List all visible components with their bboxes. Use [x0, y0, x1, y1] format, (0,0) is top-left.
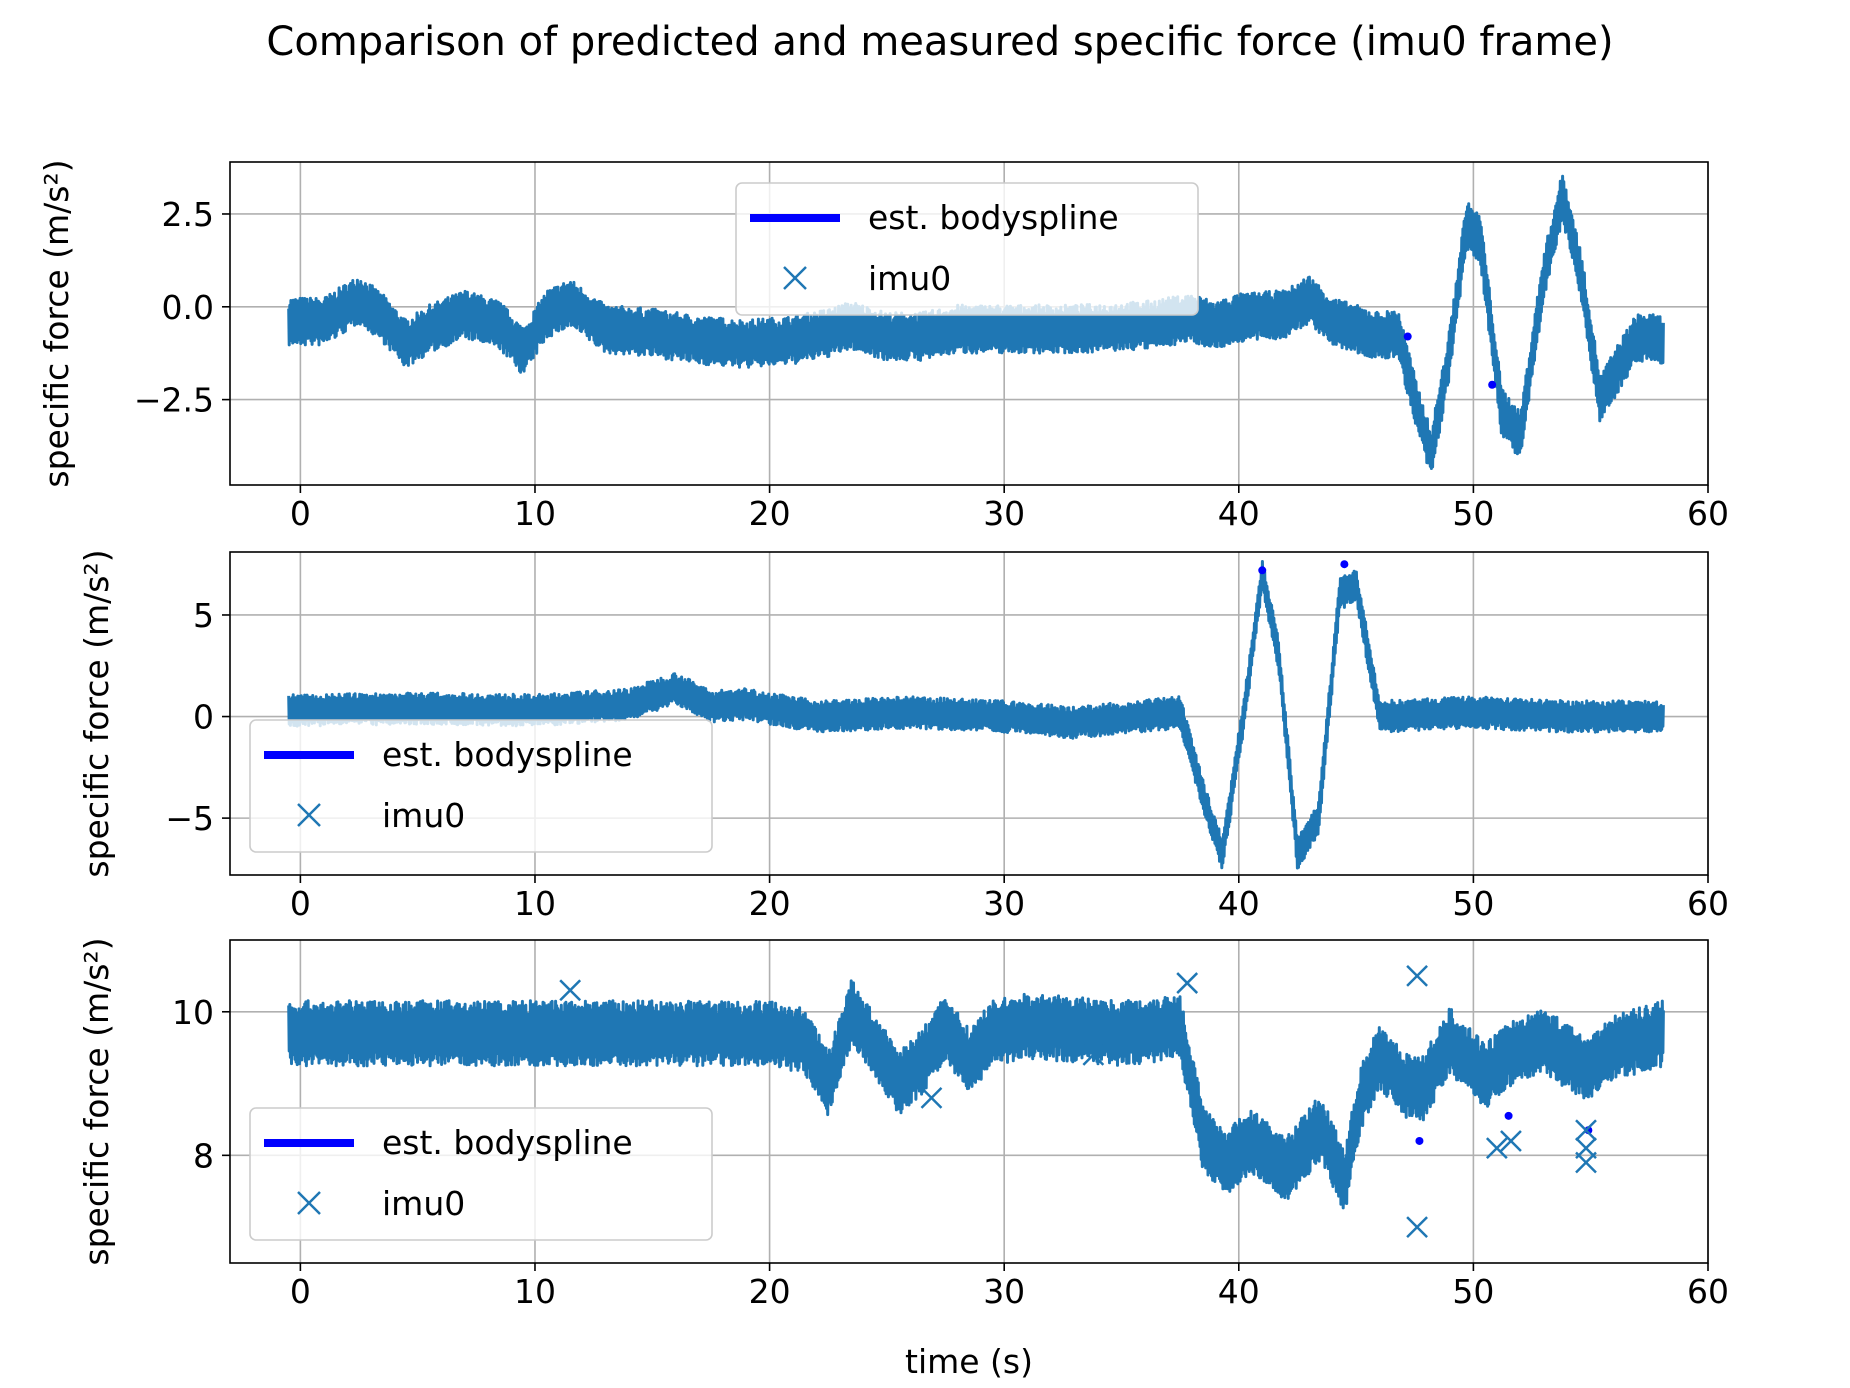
x-tick-label: 50 — [1452, 494, 1494, 533]
imu0-series — [287, 560, 1665, 870]
x-tick-label: 40 — [1218, 494, 1260, 533]
x-tick-label: 50 — [1452, 1272, 1494, 1311]
imu0-outlier-marker — [559, 979, 582, 1002]
x-axis-label: time (s) — [905, 1342, 1033, 1381]
bodyspline-point — [1488, 380, 1497, 389]
legend-frame — [249, 1107, 713, 1241]
x-tick-label: 0 — [290, 1272, 311, 1311]
y-tick-label: 5 — [193, 596, 214, 635]
imu0-outlier-marker — [1485, 1137, 1508, 1160]
y-tick-label: 10 — [172, 993, 214, 1032]
x-tick-label: 0 — [290, 884, 311, 923]
x-tick-label: 40 — [1218, 884, 1260, 923]
x-tick-label: 20 — [749, 884, 791, 923]
imu0-measurements — [287, 979, 1665, 1210]
legend: est. bodyspline imu0 — [735, 182, 1199, 316]
x-tick-label: 30 — [983, 494, 1025, 533]
legend: est. bodyspline imu0 — [249, 1107, 713, 1241]
y-tick-label: −2.5 — [134, 381, 214, 420]
x-tick-label: 40 — [1218, 1272, 1260, 1311]
x-tick-label: 0 — [290, 494, 311, 533]
imu0-outlier-marker — [1176, 972, 1199, 994]
axes-frame — [229, 939, 1709, 1264]
bodyspline-point — [1258, 566, 1267, 575]
axes-frame — [229, 161, 1709, 486]
x-tick-label: 30 — [983, 1272, 1025, 1311]
x-tick-label: 10 — [514, 1272, 556, 1311]
x-tick-label: 60 — [1687, 494, 1729, 533]
x-tick-label: 30 — [983, 884, 1025, 923]
imu0-outlier-marker — [1406, 1216, 1428, 1238]
bodyspline-point — [1415, 1136, 1424, 1145]
y-tick-label: −5 — [165, 799, 214, 838]
legend: est. bodyspline imu0 — [249, 719, 713, 853]
imu0-series — [287, 965, 1665, 1238]
imu0-outlier-marker — [1500, 1130, 1522, 1152]
x-tick-label: 50 — [1452, 884, 1494, 923]
y-tick-label: 0 — [193, 698, 214, 737]
imu0-outlier-marker — [1082, 1043, 1105, 1066]
imu0-outlier-marker — [1575, 1151, 1597, 1174]
x-tick-label: 20 — [749, 494, 791, 533]
legend-label-bodyspline: est. bodyspline — [868, 198, 1119, 237]
x-tick-label: 20 — [749, 1272, 791, 1311]
legend-swatch-imu0 — [783, 266, 807, 290]
x-tick-label: 10 — [514, 884, 556, 923]
legend-frame — [735, 182, 1199, 316]
y-axis-label: specific force (m/s²) — [77, 937, 116, 1265]
axes-frame — [229, 551, 1709, 876]
y-tick-label: 8 — [193, 1136, 214, 1175]
legend-label-bodyspline: est. bodyspline — [382, 735, 633, 774]
y-axis-label: specific force (m/s²) — [37, 159, 76, 487]
x-tick-label: 60 — [1687, 1272, 1729, 1311]
bodyspline-point — [1403, 332, 1412, 341]
legend-label-imu0: imu0 — [868, 259, 951, 298]
imu0-outlier-marker — [1575, 1119, 1597, 1142]
y-tick-label: 0.0 — [162, 288, 214, 327]
imu0-measurements — [287, 560, 1665, 870]
x-tick-label: 10 — [514, 494, 556, 533]
legend-swatch-imu0 — [297, 803, 321, 827]
imu0-outlier-marker — [1406, 965, 1428, 987]
figure-title: Comparison of predicted and measured spe… — [266, 19, 1613, 65]
legend-label-imu0: imu0 — [382, 796, 465, 835]
bodyspline-point — [1340, 560, 1349, 569]
y-axis-label: specific force (m/s²) — [77, 549, 116, 877]
bodyspline-point — [1504, 1111, 1513, 1120]
subplot-1: 0 10 20 30 40 50 60 2.5 0.0 −2.5 specific force (m… — [37, 159, 1729, 533]
imu0-outlier-marker — [920, 1087, 943, 1109]
x-tick-label: 60 — [1687, 884, 1729, 923]
subplot-3: 0 10 20 30 40 50 60 10 8 specific force (m/s²) tim… — [77, 937, 1729, 1381]
y-tick-label: 2.5 — [162, 195, 214, 234]
legend-label-imu0: imu0 — [382, 1184, 465, 1223]
legend-frame — [249, 719, 713, 853]
legend-label-bodyspline: est. bodyspline — [382, 1123, 633, 1162]
legend-swatch-imu0 — [297, 1191, 321, 1215]
